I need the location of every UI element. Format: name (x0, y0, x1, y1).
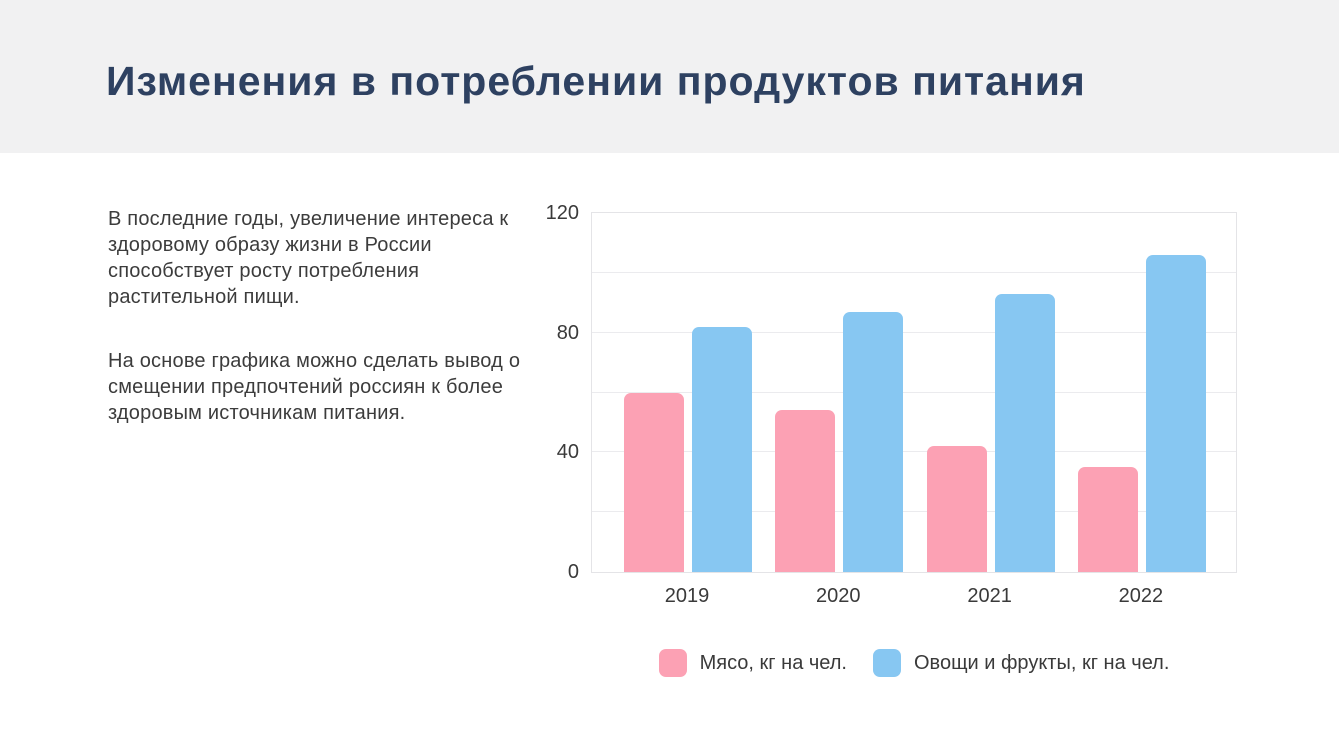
legend-item-meat: Мясо, кг на чел. (658, 649, 847, 677)
gridline (592, 271, 1236, 273)
page-title: Изменения в потреблении продуктов питани… (106, 58, 1086, 104)
x-tick-label-2019: 2019 (664, 585, 710, 607)
description-text: В последние годы, увеличение интереса к … (108, 206, 523, 464)
y-tick-label-40: 40 (556, 441, 579, 464)
y-tick-label-120: 120 (545, 202, 579, 224)
plot-area (591, 212, 1237, 573)
chart-legend: Мясо, кг на чел. Овощи и фрукты, кг на че… (591, 649, 1237, 677)
bar-meat-2022 (1077, 467, 1138, 572)
gridline (592, 331, 1236, 333)
legend-item-veg: Овощи и фрукты, кг на чел. (872, 649, 1170, 677)
bar-veg-2020 (843, 311, 904, 572)
legend-swatch-veg (872, 649, 901, 677)
bar-veg-2019 (692, 326, 752, 572)
x-tick-label-2021: 2021 (967, 585, 1012, 607)
header-band: Изменения в потреблении продуктов питани… (0, 0, 1339, 153)
bar-veg-2021 (994, 293, 1055, 572)
x-tick-label-2020: 2020 (816, 585, 861, 607)
intro-paragraph: В последние годы, увеличение интереса к … (108, 208, 509, 308)
gridline (592, 451, 1236, 453)
legend-label-meat: Мясо, кг на чел. (699, 652, 847, 674)
conclusion-paragraph: На основе графика можно сделать вывод о … (108, 350, 521, 424)
bar-meat-2019 (624, 392, 684, 572)
legend-label-veg: Овощи и фрукты, кг на чел. (913, 652, 1170, 674)
y-tick-label-0: 0 (567, 561, 579, 583)
bar-meat-2020 (775, 410, 836, 572)
legend-swatch-meat (658, 649, 687, 677)
x-tick-label-2022: 2022 (1118, 585, 1164, 607)
y-tick-label-80: 80 (556, 321, 579, 344)
bar-veg-2022 (1145, 254, 1206, 572)
gridline (592, 391, 1236, 393)
bar-meat-2021 (926, 446, 987, 572)
gridline (592, 511, 1236, 513)
